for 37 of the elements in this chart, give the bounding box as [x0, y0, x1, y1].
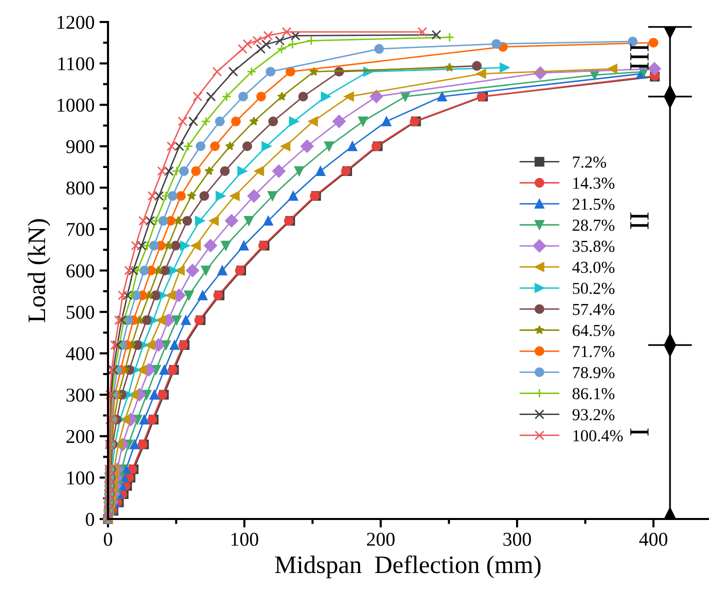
x-tick-label: 0: [104, 532, 112, 546]
y-axis-title: Load (kN): [28, 219, 50, 322]
legend-label: 71.7%: [573, 346, 614, 358]
y-tick-label: 1200: [58, 16, 94, 29]
x-tick-label: 100: [231, 532, 258, 546]
y-tick-label: 700: [66, 222, 94, 236]
y-tick-label: 800: [66, 181, 94, 195]
y-tick-label: 600: [66, 264, 94, 278]
y-tick-label: 400: [66, 347, 94, 360]
x-tick-label: 400: [639, 532, 668, 546]
y-tick-label: 1100: [58, 57, 94, 70]
legend-label: 7.2%: [573, 156, 606, 168]
legend-label: 14.3%: [573, 178, 614, 189]
legend-label: 86.1%: [572, 388, 614, 400]
x-tick-label: 200: [367, 532, 395, 546]
legend-label: 35.8%: [572, 240, 614, 252]
y-tick-label: 0: [86, 512, 94, 526]
y-tick-label: 500: [66, 306, 94, 319]
y-tick-label: 200: [66, 430, 94, 444]
legend-label: 50.2%: [572, 282, 614, 294]
legend-label: 28.7%: [572, 220, 614, 231]
legend-label: 57.4%: [572, 304, 614, 316]
annotation: III: [630, 44, 649, 70]
annotation: I: [630, 428, 649, 436]
legend-label: 100.4%: [573, 430, 623, 442]
y-tick-label: 900: [66, 140, 94, 154]
y-tick-label: 300: [66, 388, 94, 402]
x-tick-label: 300: [503, 532, 531, 546]
x-axis-title: Midspan Deflection (mm): [275, 555, 541, 578]
legend-label: 93.2%: [572, 409, 614, 420]
y-tick-label: 100: [67, 471, 94, 485]
y-tick-label: 1000: [58, 98, 94, 112]
legend-label: 64.5%: [572, 324, 614, 336]
legend-label: 21.5%: [572, 198, 614, 210]
annotation: II: [630, 212, 649, 230]
legend-label: 78.9%: [573, 366, 614, 378]
legend-label: 43.0%: [572, 262, 614, 274]
